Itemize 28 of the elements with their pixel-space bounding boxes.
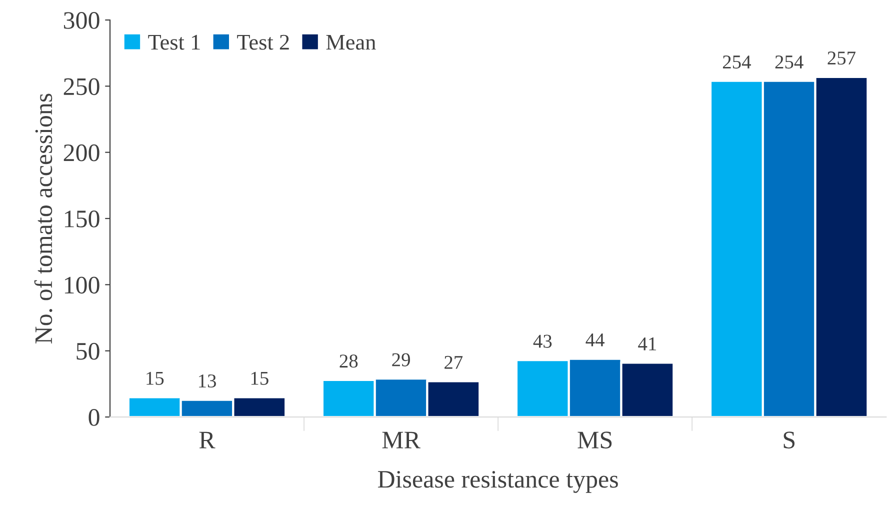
data-label: 15 — [251, 372, 268, 385]
data-label: 44 — [586, 334, 604, 346]
y-tick-label: 300 — [64, 12, 100, 29]
data-label: 41 — [638, 337, 656, 350]
data-label: 13 — [199, 374, 216, 388]
data-label: 43 — [533, 334, 552, 348]
data-label: 254 — [775, 56, 804, 69]
x-tick-label: R — [199, 432, 216, 448]
legend-label: Test 1 — [148, 34, 200, 50]
y-tick-label: 100 — [64, 276, 100, 294]
y-axis-title: No. of tomato accessions — [34, 94, 52, 344]
y-tick-label: 250 — [64, 78, 100, 96]
x-axis-title: Disease resistance types — [378, 470, 618, 493]
legend-label: Test 2 — [237, 34, 289, 50]
data-label: 15 — [146, 372, 164, 385]
y-tick-label: 0 — [88, 409, 100, 426]
data-label: 257 — [828, 52, 856, 65]
x-tick-label: MS — [578, 432, 612, 448]
y-tick-label: 50 — [76, 342, 100, 360]
x-tick-label: MR — [382, 432, 420, 448]
x-tick-label: S — [784, 432, 794, 448]
data-label: 254 — [722, 56, 751, 69]
y-tick-label: 150 — [64, 210, 100, 228]
data-label: 27 — [444, 356, 463, 369]
data-label: 29 — [392, 353, 410, 366]
legend-label: Mean — [326, 35, 376, 50]
data-label: 28 — [340, 354, 358, 368]
y-tick-label: 200 — [64, 144, 100, 162]
